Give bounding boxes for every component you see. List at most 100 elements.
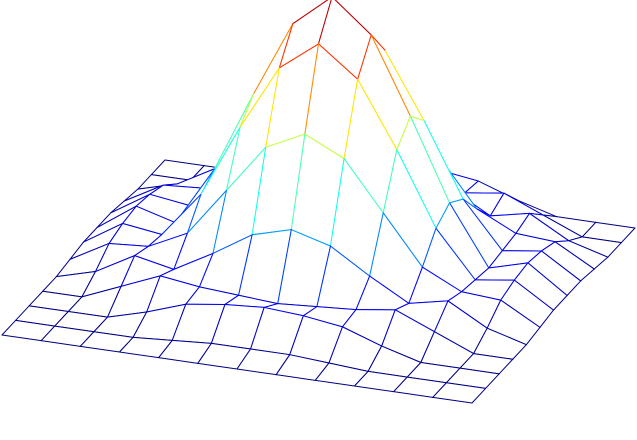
mesh-edge [147, 234, 163, 247]
surface-face [383, 149, 436, 268]
surface-face [211, 304, 265, 350]
mesh-edge [447, 291, 463, 302]
mesh-edge [432, 396, 473, 404]
surface-face [68, 286, 122, 318]
mesh-edge [149, 193, 190, 206]
mesh-edge [79, 345, 120, 353]
surface-face [83, 206, 137, 243]
mesh-edge [250, 348, 291, 356]
mesh-edge [421, 266, 463, 293]
surface-face [250, 307, 304, 355]
surface-face [303, 306, 357, 327]
mesh-edge [95, 242, 110, 273]
mesh-edge [159, 275, 200, 288]
mesh-edge [367, 345, 383, 372]
mesh-edge [55, 258, 71, 278]
mesh-edge [96, 205, 137, 229]
surface-face [93, 312, 147, 338]
surface-face [276, 354, 329, 381]
surface-face [119, 337, 173, 358]
mesh-edge [529, 212, 570, 242]
mesh-edge [1, 319, 17, 336]
mesh-edge [408, 266, 423, 304]
mesh-edge [278, 43, 319, 69]
mesh-edge [488, 250, 503, 269]
mesh-edge [343, 158, 384, 214]
mesh-edge [292, 0, 329, 25]
mesh-edge [42, 290, 83, 298]
mesh-edge [236, 368, 277, 376]
mesh-edge [135, 193, 151, 207]
mesh-edge [120, 255, 136, 287]
mesh-edge [135, 205, 176, 224]
surface-face [515, 213, 569, 242]
mesh-edge [212, 234, 253, 254]
surface-face [464, 181, 518, 201]
surface-face [356, 276, 409, 310]
mesh-edge [515, 212, 530, 234]
mesh-edge [527, 262, 568, 297]
mesh-edge [304, 43, 319, 135]
surface-face [56, 243, 110, 277]
mesh-edge [304, 133, 345, 160]
mesh-edge [275, 354, 291, 376]
mesh-edge [150, 174, 192, 181]
mesh-edge [1, 334, 42, 342]
mesh-edge [462, 198, 478, 210]
mesh-edge [513, 279, 554, 311]
mesh-edge [408, 300, 449, 304]
surface-face [289, 315, 343, 364]
surface-face [69, 223, 123, 260]
surface-face [252, 134, 305, 235]
mesh-edge [459, 367, 500, 375]
mesh-edge [55, 271, 96, 278]
mesh-edge [119, 336, 134, 353]
mesh-edge [461, 279, 476, 293]
mesh-edge [384, 49, 425, 122]
mesh-edge [290, 229, 331, 247]
mesh-edge [435, 202, 451, 229]
surface-face [160, 253, 213, 287]
mesh-edge [394, 302, 410, 311]
mesh-edge [354, 385, 395, 393]
surface-face [408, 267, 462, 304]
mesh-edge [212, 189, 228, 254]
mesh-edge [381, 345, 422, 363]
surface-face [475, 262, 528, 281]
mesh-edge [83, 222, 124, 243]
mesh-edge [173, 252, 214, 270]
mesh-edge [122, 205, 137, 224]
surface-face [316, 246, 370, 310]
mesh-edge [176, 167, 217, 185]
surface-face [238, 229, 292, 304]
mesh-edge [381, 309, 396, 347]
mesh-edge [123, 188, 139, 202]
mesh-edge [107, 285, 122, 318]
mesh-edge [224, 294, 240, 305]
mesh-edge [420, 362, 461, 369]
mesh-edge [198, 252, 214, 288]
mesh-edge [554, 241, 595, 270]
mesh-edge [197, 362, 238, 370]
surface-face [432, 382, 486, 403]
mesh-edge [342, 326, 383, 347]
mesh-edge [542, 214, 558, 218]
surface-face [240, 23, 293, 128]
mesh-edge [581, 236, 622, 244]
mesh-edge [433, 300, 449, 333]
mesh-edge [421, 227, 437, 268]
mesh-edge [171, 303, 187, 341]
mesh-edge [342, 309, 357, 328]
mesh-edge [394, 309, 435, 333]
surface-face [237, 349, 290, 375]
mesh-edge [251, 146, 267, 236]
mesh-edge [238, 294, 279, 305]
mesh-edge [355, 275, 371, 311]
surface-face [463, 199, 516, 251]
mesh-edge [382, 212, 423, 268]
mesh-edge [173, 232, 188, 270]
mesh-edge [159, 268, 175, 277]
mesh-edge [529, 212, 544, 216]
mesh-edge [420, 331, 435, 363]
mesh-edge [302, 306, 318, 317]
